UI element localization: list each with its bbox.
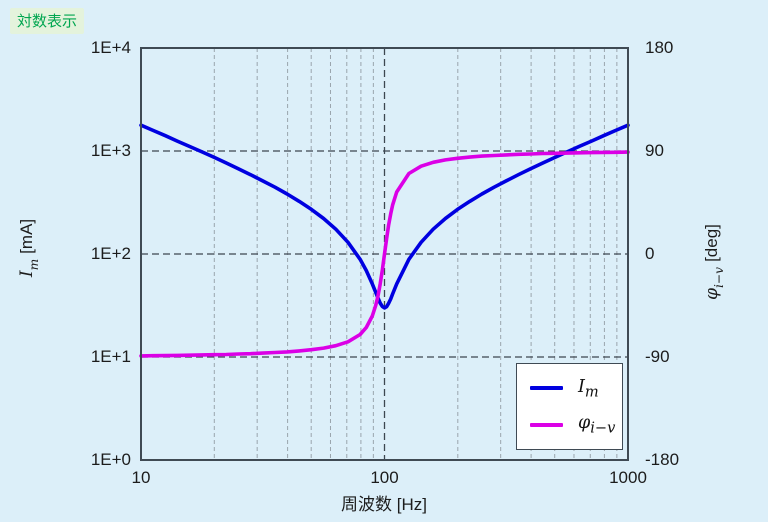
x-axis-title: 周波数 [Hz]	[341, 495, 427, 514]
x-tick-label: 100	[370, 468, 399, 487]
y-left-axis-unit: [mA]	[16, 218, 36, 254]
series-line-phi	[139, 150, 630, 358]
y-right-tick-label: 90	[645, 141, 664, 160]
y-left-tick-label: 1E+1	[90, 347, 131, 366]
plot-border	[140, 47, 629, 461]
y-left-axis-title: Im [mA]	[16, 218, 41, 278]
log-display-badge: 対数表示	[10, 8, 85, 34]
y-left-axis-symbol: Im	[16, 258, 41, 278]
y-left-tick-label: 1E+2	[90, 244, 131, 263]
phi-line-swatch	[530, 422, 563, 427]
y-right-axis-symbol: φi−v	[701, 266, 726, 300]
x-tick-label: 10	[131, 468, 151, 487]
y-left-tick-label: 1E+4	[90, 38, 131, 57]
im-line-swatch	[530, 386, 563, 391]
legend-label-phi: φi−v	[578, 413, 616, 437]
legend-label-im: Im	[578, 376, 599, 401]
y-right-axis-title: φi−v [deg]	[701, 224, 726, 300]
legend-item-phi: φi−v	[530, 413, 622, 437]
y-left-tick-label: 1E+3	[90, 141, 131, 160]
y-right-tick-label: -180	[645, 450, 680, 469]
series-line-Im	[139, 123, 630, 310]
y-right-tick-label: -90	[645, 347, 670, 366]
y-right-tick-label: 180	[645, 38, 674, 57]
legend-item-im: Im	[530, 376, 622, 401]
y-right-axis-unit: [deg]	[701, 224, 721, 262]
y-left-tick-label: 1E+0	[90, 450, 131, 469]
x-tick-label: 1000	[609, 468, 647, 487]
chart-legend: Im φi−v	[516, 363, 623, 450]
y-right-tick-label: 0	[645, 244, 655, 263]
